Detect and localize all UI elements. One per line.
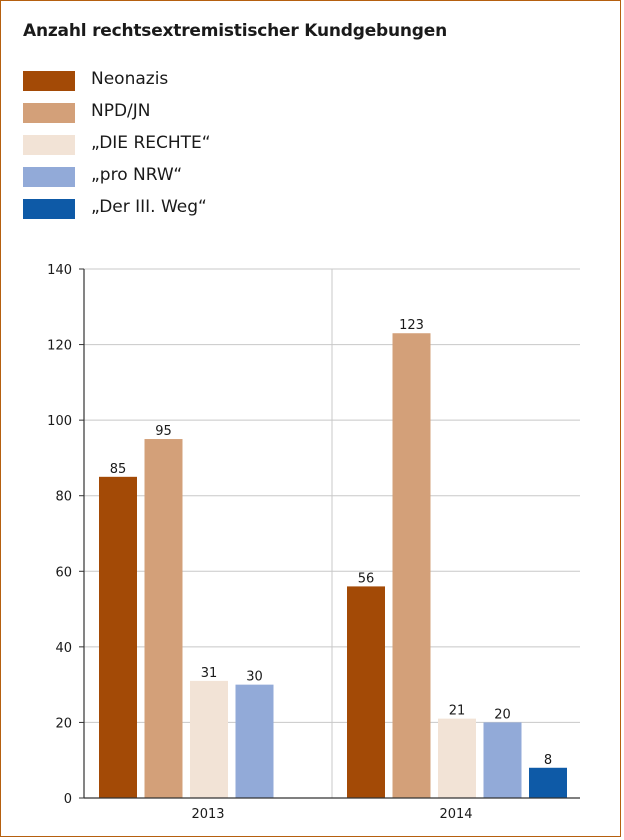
bar-value-label: 95 <box>155 424 172 439</box>
bar <box>144 439 183 798</box>
bar-value-label: 21 <box>449 704 466 719</box>
y-tick-label: 140 <box>47 263 72 278</box>
y-tick-label: 0 <box>64 792 72 807</box>
bar-value-label: 85 <box>110 462 127 477</box>
legend-swatch-npd-jn <box>23 103 75 123</box>
bar-value-label: 8 <box>544 753 552 768</box>
bar-value-label: 31 <box>201 666 218 681</box>
x-tick-label: 2014 <box>439 807 472 822</box>
legend-label-der-iii-weg: „Der III. Weg“ <box>91 197 207 217</box>
bar <box>529 767 567 798</box>
legend-swatch-pro-nrw <box>23 167 75 187</box>
bar <box>235 684 274 798</box>
y-tick-label: 60 <box>55 565 72 580</box>
legend-label-die-rechte: „DIE RECHTE“ <box>91 133 211 153</box>
legend-label-pro-nrw: „pro NRW“ <box>91 165 183 185</box>
bar <box>483 722 522 798</box>
y-tick-label: 100 <box>47 414 72 429</box>
legend-swatch-neonazis <box>23 71 75 91</box>
legend-label-neonazis: Neonazis <box>91 69 169 89</box>
y-tick-label: 20 <box>55 716 72 731</box>
legend-swatch-die-rechte <box>23 135 75 155</box>
bar-value-label: 123 <box>399 318 424 333</box>
bar-value-label: 20 <box>494 707 511 722</box>
y-tick-label: 40 <box>55 641 72 656</box>
y-tick-label: 120 <box>47 339 72 354</box>
bar <box>392 333 431 798</box>
chart-title: Anzahl rechtsextremistischer Kundgebunge… <box>23 21 448 41</box>
bar-value-label: 56 <box>358 571 375 586</box>
bar <box>99 476 137 798</box>
legend-swatch-der-iii-weg <box>23 199 75 219</box>
bar <box>190 680 228 798</box>
x-tick-label: 2013 <box>191 807 224 822</box>
bar <box>347 586 385 798</box>
bar-value-label: 30 <box>246 670 263 685</box>
y-tick-label: 80 <box>55 490 72 505</box>
bar <box>438 718 476 798</box>
legend-label-npd-jn: NPD/JN <box>91 101 151 121</box>
